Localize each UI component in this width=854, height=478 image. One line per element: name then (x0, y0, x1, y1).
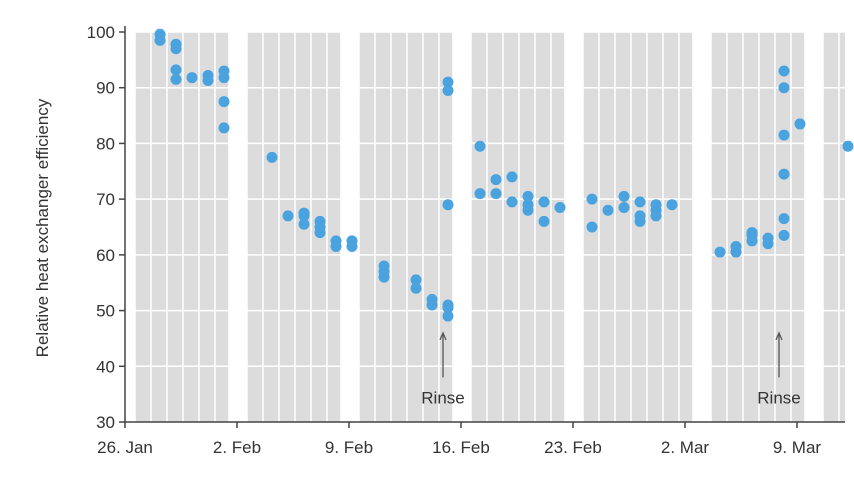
data-point (490, 188, 502, 200)
data-point (314, 215, 326, 227)
data-point (506, 196, 518, 208)
data-point (506, 171, 518, 183)
annotation-label: Rinse (757, 388, 800, 407)
data-point (522, 190, 534, 202)
data-point (170, 73, 182, 85)
y-tick-label: 100 (87, 23, 115, 42)
grid-band (359, 32, 453, 422)
y-axis-ticks: 30 40 50 60 70 80 90 100 (87, 23, 125, 432)
y-tick-label: 60 (96, 246, 115, 265)
data-point (778, 82, 790, 94)
data-point (154, 34, 166, 46)
y-tick-label: 70 (96, 190, 115, 209)
data-point (170, 43, 182, 55)
data-point (170, 64, 182, 76)
x-tick-label: 9. Mar (773, 438, 822, 457)
y-tick-label: 50 (96, 302, 115, 321)
data-point (634, 196, 646, 208)
data-point (778, 65, 790, 77)
data-point (778, 168, 790, 180)
data-point (842, 140, 854, 152)
y-axis-label: Relative heat exchanger efficiency (33, 98, 52, 357)
data-point (378, 271, 390, 283)
y-tick-label: 30 (96, 413, 115, 432)
x-tick-label: 26. Jan (97, 438, 153, 457)
x-tick-label: 16. Feb (432, 438, 490, 457)
data-point (474, 188, 486, 200)
grid-band (471, 32, 565, 422)
y-tick-label: 80 (96, 134, 115, 153)
data-point (442, 85, 454, 96)
data-point (730, 241, 742, 252)
data-point (650, 199, 662, 211)
data-point (218, 96, 230, 108)
data-point (762, 232, 774, 244)
x-tick-label: 23. Feb (544, 438, 602, 457)
data-point (586, 193, 598, 205)
data-point (266, 151, 278, 163)
data-point (218, 122, 230, 134)
data-point (442, 76, 454, 88)
data-point (778, 213, 790, 225)
y-tick-label: 40 (96, 357, 115, 376)
data-point (202, 69, 214, 81)
x-axis-ticks: 26. Jan 2. Feb 9. Feb 16. Feb 23. Feb 2. Mar 9… (97, 422, 821, 457)
grid-lines (125, 31, 845, 422)
grid-band (711, 32, 805, 422)
data-point (794, 118, 806, 130)
annotations: Rinse Rinse (421, 331, 801, 407)
y-tick-label: 90 (96, 79, 115, 98)
data-point (746, 235, 758, 247)
data-point (538, 215, 550, 227)
data-point (602, 204, 614, 216)
data-point (442, 299, 454, 311)
data-point (314, 227, 326, 239)
x-tick-label: 9. Feb (325, 438, 373, 457)
data-point (650, 210, 662, 222)
data-point (538, 196, 550, 208)
x-tick-label: 2. Mar (661, 438, 710, 457)
data-point (618, 202, 630, 213)
data-point (298, 218, 310, 230)
grid-band (583, 32, 693, 422)
data-point (410, 282, 422, 294)
data-point (474, 140, 486, 152)
data-point (778, 229, 790, 241)
grid-band (135, 32, 229, 422)
axes (124, 26, 845, 423)
data-point (186, 72, 198, 84)
data-point (218, 72, 230, 84)
data-point (298, 207, 310, 219)
data-point (618, 190, 630, 202)
data-point (586, 221, 598, 233)
data-point (330, 235, 342, 247)
annotation-label: Rinse (421, 388, 464, 407)
x-tick-label: 2. Feb (213, 438, 261, 457)
data-point (778, 129, 790, 141)
data-point (346, 235, 358, 247)
data-point (442, 310, 454, 322)
data-point (554, 202, 566, 213)
data-point (410, 274, 422, 286)
data-point (666, 199, 678, 211)
data-point (522, 204, 534, 216)
grid-bands (135, 32, 845, 422)
data-point (442, 199, 454, 211)
data-point (490, 174, 502, 186)
grid-band (823, 32, 845, 422)
data-point (634, 215, 646, 227)
annotation-arrow-head (775, 331, 783, 341)
data-points (154, 28, 854, 322)
annotation-arrow-head (439, 331, 447, 341)
data-point (714, 246, 726, 258)
data-point (426, 299, 438, 311)
grid-band (247, 32, 341, 422)
data-point (282, 210, 294, 222)
